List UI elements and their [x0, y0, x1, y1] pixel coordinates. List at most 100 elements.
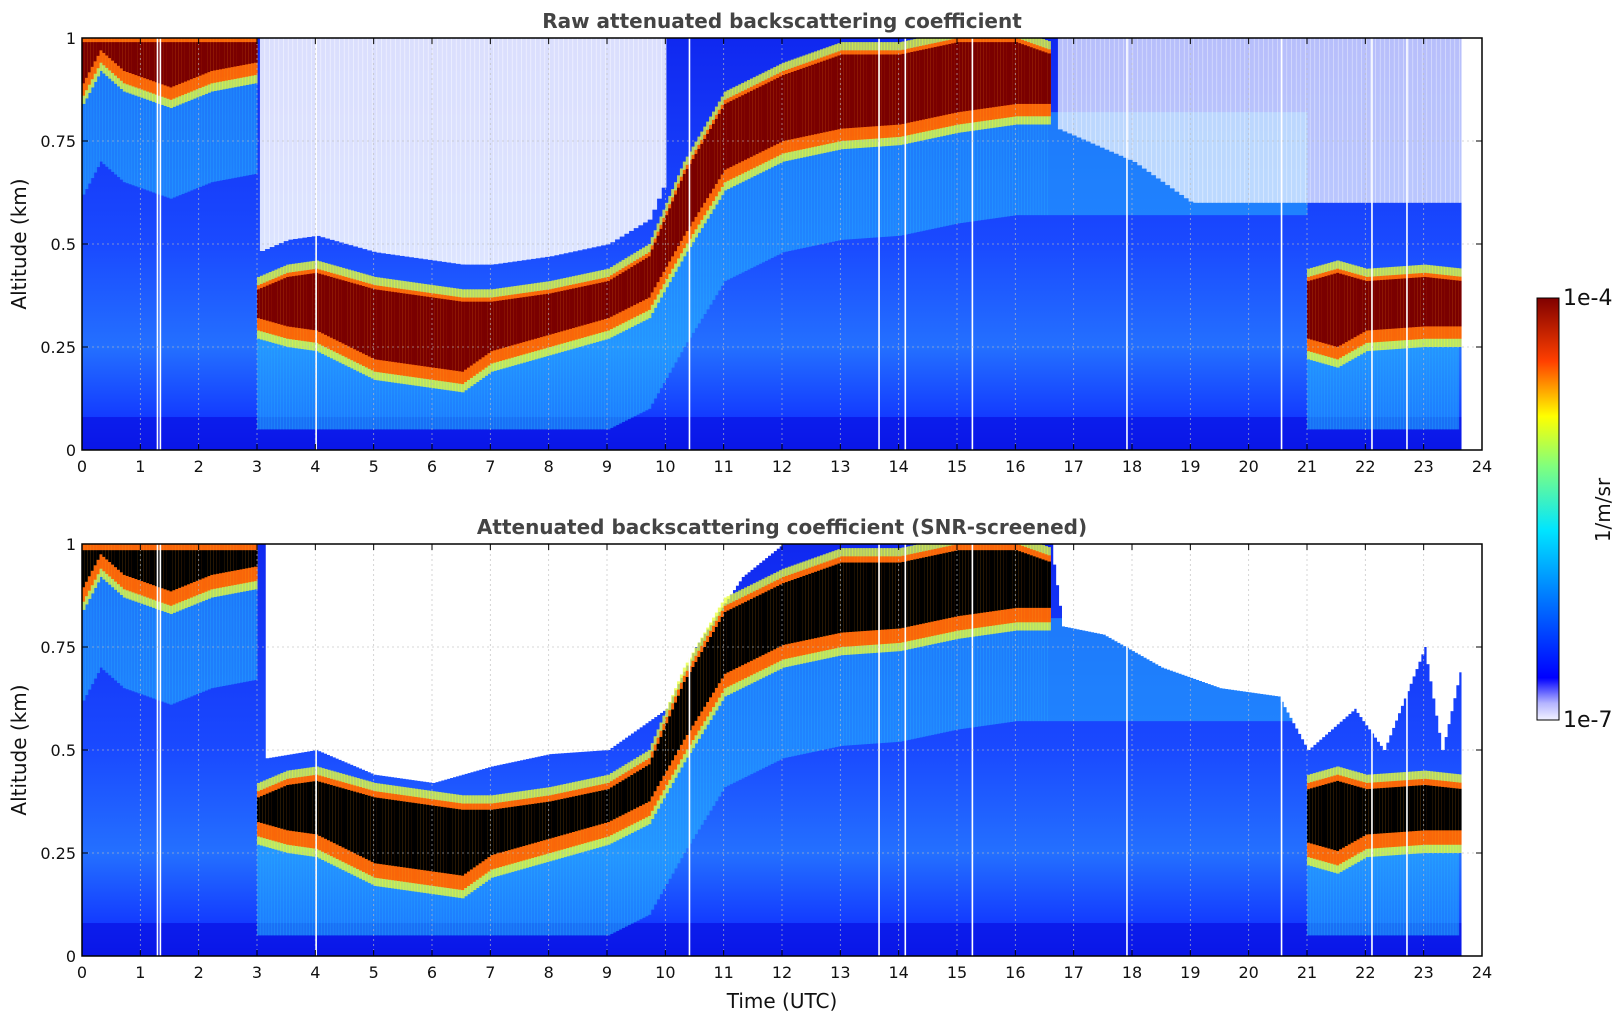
screened-cell	[461, 544, 465, 775]
aerosol-cell	[945, 122, 949, 226]
cloud-core	[1336, 780, 1340, 851]
clear-air-cell	[362, 38, 368, 250]
aerosol-cell	[939, 124, 943, 228]
aerosol-cell	[1444, 334, 1448, 430]
aerosol-cell	[1027, 618, 1031, 722]
cloud-core	[105, 550, 109, 560]
cloud-core	[679, 688, 684, 745]
clear-air-cell	[525, 38, 532, 260]
aerosol-cell	[99, 58, 103, 162]
clear-air-cell	[563, 38, 569, 254]
cloud-core	[817, 570, 821, 638]
aerosol-cell	[481, 365, 485, 430]
aerosol-cell	[1012, 618, 1016, 722]
aerosol-cell	[125, 586, 130, 690]
screened-cell	[542, 544, 547, 756]
screened-cell	[350, 544, 354, 765]
screened-cell	[1067, 544, 1072, 628]
aerosol-cell	[854, 135, 859, 239]
cloud-core	[989, 550, 993, 612]
clear-air-cell	[507, 38, 513, 263]
aerosol-cell	[128, 587, 133, 691]
aerosol-cell	[178, 598, 182, 702]
aerosol-cell	[440, 883, 445, 936]
aerosol-cell	[895, 132, 900, 236]
screened-cell	[738, 544, 742, 582]
cloud-core	[1024, 45, 1028, 104]
aerosol-cell	[297, 842, 302, 936]
screened-cell	[1161, 544, 1165, 668]
aerosol-cell	[1452, 840, 1457, 936]
aerosol-cell	[659, 791, 663, 895]
aerosol-cell	[685, 239, 690, 343]
x-tick-label: 23	[1413, 457, 1433, 476]
screened-cell	[741, 544, 745, 577]
cloud-core	[802, 575, 806, 641]
cloud-core	[280, 787, 284, 829]
aerosol-cell	[790, 653, 795, 757]
cloud-core	[1406, 278, 1410, 328]
aerosol-cell	[277, 332, 281, 430]
cloud-core	[767, 590, 771, 653]
cloud-core	[178, 42, 182, 84]
screened-cell	[1064, 544, 1069, 627]
cloud-core	[1371, 280, 1375, 331]
data-gap-line	[1371, 544, 1373, 956]
cloud-core	[601, 282, 605, 320]
cloud-core	[394, 292, 398, 363]
aerosol-cell	[1371, 844, 1375, 936]
cloud-core	[554, 292, 559, 333]
aerosol-cell	[685, 745, 690, 849]
cloud-core	[694, 662, 699, 721]
screened-cell	[1073, 544, 1078, 629]
y-tick-label: 0.25	[40, 338, 76, 357]
clear-air-cell	[259, 38, 266, 252]
cloud-core	[1339, 781, 1343, 850]
cloud-core	[149, 550, 153, 585]
cloud-core	[1344, 275, 1349, 343]
clear-air-cell	[1253, 38, 1260, 203]
cloud-core	[122, 550, 127, 575]
clear-air-cell	[502, 38, 508, 263]
aerosol-cell	[359, 360, 363, 430]
cloud-core	[359, 793, 363, 857]
aerosol-cell	[805, 144, 809, 248]
y-axis-raw: 00.250.50.751	[40, 29, 1482, 460]
cloud-core	[927, 48, 932, 119]
cloud-core	[665, 723, 669, 771]
clear-air-cell	[399, 38, 406, 256]
aerosol-cell	[1406, 335, 1410, 430]
cloud-core	[1403, 786, 1407, 832]
aerosol-cell	[411, 878, 415, 936]
cloud-core	[539, 802, 544, 842]
aerosol-cell	[1333, 354, 1337, 430]
cloud-core	[636, 771, 640, 808]
aerosol-cell	[102, 567, 106, 671]
cloud-core	[817, 62, 821, 134]
cloud-core	[239, 42, 244, 66]
screened-cell	[423, 544, 427, 782]
aerosol-cell	[385, 875, 389, 936]
aerosol-cell	[405, 372, 410, 430]
aerosol-cell	[682, 244, 687, 347]
aerosol-cell	[332, 853, 337, 936]
cloud-core	[367, 287, 372, 357]
cloud-core	[306, 274, 311, 330]
screened-cell	[554, 544, 559, 754]
screened-cell	[472, 544, 477, 772]
cloud-core	[242, 550, 246, 569]
aerosol-cell	[443, 883, 448, 936]
screened-cell	[703, 544, 707, 634]
aerosol-cell	[642, 308, 646, 412]
aerosol-cell	[484, 363, 488, 430]
cloud-core	[1000, 550, 1005, 610]
clear-air-cell	[287, 38, 294, 240]
screened-cell	[303, 544, 308, 752]
aerosol-cell	[467, 375, 471, 430]
cloud-core	[744, 601, 748, 664]
cloud-core	[510, 806, 515, 850]
cloud-core	[528, 296, 532, 341]
aerosol-cell	[796, 652, 800, 756]
cloud-core	[286, 785, 290, 831]
cloud-core	[627, 268, 631, 308]
